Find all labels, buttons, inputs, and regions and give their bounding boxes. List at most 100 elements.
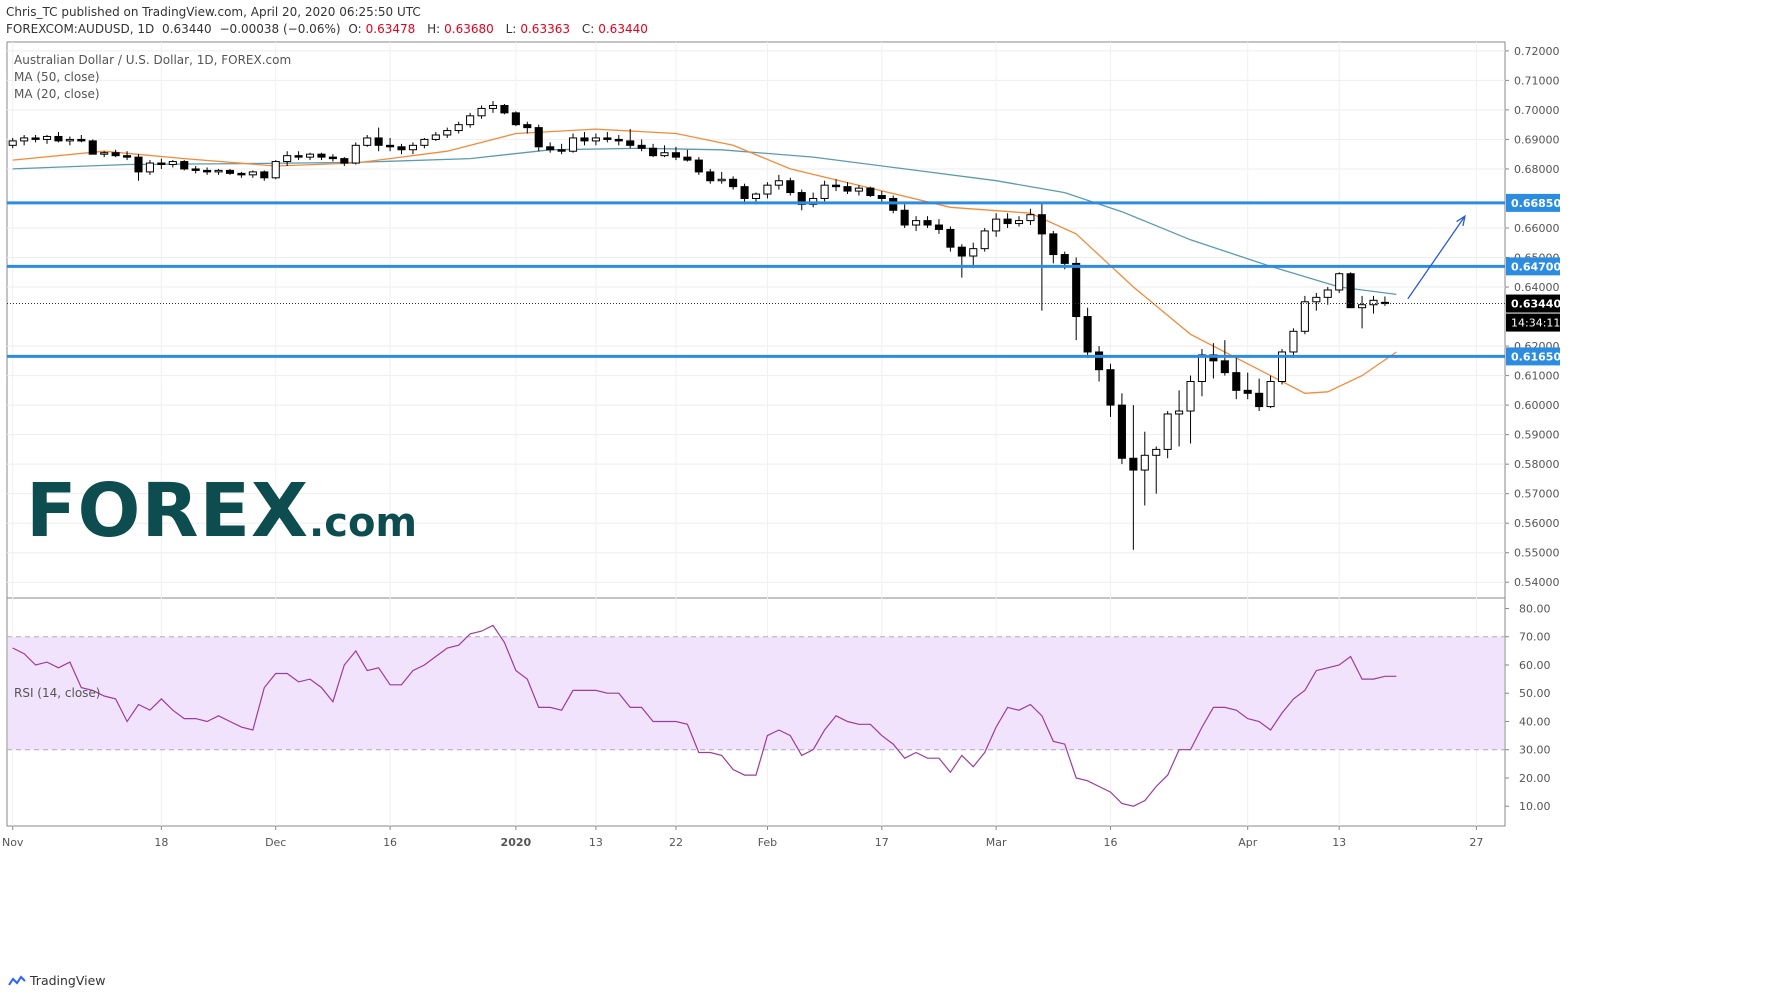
- candle: [1243, 372, 1252, 400]
- price-tick-label: 0.57000: [1514, 488, 1560, 501]
- candle: [637, 139, 646, 152]
- price-tick-label: 0.69000: [1514, 133, 1560, 146]
- ohlc-open: O: 0.63478: [348, 22, 416, 36]
- ma50-line: [12, 147, 1397, 296]
- candle-body: [1106, 369, 1115, 406]
- candle-body: [1095, 351, 1104, 371]
- candle-body: [1369, 299, 1378, 306]
- candle-body: [1323, 289, 1332, 298]
- candle-body: [8, 140, 17, 146]
- price-tick-label: 0.54000: [1514, 576, 1560, 589]
- candle: [957, 244, 966, 278]
- candle-body: [1197, 354, 1207, 382]
- candle-body: [397, 146, 406, 151]
- candle: [1289, 328, 1298, 358]
- candle: [900, 204, 909, 228]
- candle-body: [523, 124, 532, 129]
- price-tick-label: 0.68000: [1514, 163, 1560, 176]
- candle: [614, 134, 623, 146]
- time-tick-label: 13: [1332, 836, 1346, 849]
- candle: [8, 137, 17, 149]
- level-label: 0.61650: [1511, 350, 1561, 363]
- candle: [786, 177, 795, 196]
- candle: [1003, 213, 1012, 228]
- candle: [203, 167, 212, 175]
- time-tick-label: 27: [1469, 836, 1483, 849]
- candle: [305, 152, 315, 161]
- candle: [820, 180, 829, 202]
- candle: [317, 152, 326, 161]
- candle-body: [992, 218, 1001, 232]
- candle: [31, 134, 40, 143]
- ohlc-low: L: 0.63363: [505, 22, 570, 36]
- candle-body: [1243, 389, 1252, 394]
- candle-body: [1266, 380, 1275, 408]
- candle: [500, 103, 509, 115]
- candle: [946, 226, 955, 252]
- candle: [1266, 375, 1275, 409]
- candle: [1186, 375, 1195, 444]
- candle: [729, 176, 738, 190]
- candle: [580, 132, 589, 146]
- candle: [832, 179, 841, 192]
- level-label-bg: [1506, 193, 1560, 212]
- candle-body: [820, 184, 829, 199]
- candle: [454, 121, 463, 134]
- candle-body: [591, 137, 600, 142]
- candle-body: [1026, 214, 1035, 222]
- candle: [477, 105, 486, 119]
- candle-body: [168, 161, 177, 166]
- candle-body: [477, 107, 486, 117]
- candle-body: [614, 138, 623, 142]
- candle-body: [683, 156, 692, 161]
- candle: [912, 216, 921, 231]
- candle: [1312, 292, 1321, 311]
- candle-body: [729, 178, 738, 188]
- candle-body: [1083, 316, 1092, 353]
- candle: [1255, 378, 1264, 412]
- candle-body: [191, 168, 200, 171]
- logo-suffix: .com: [309, 500, 418, 546]
- candle: [237, 171, 246, 178]
- candle-body: [363, 137, 372, 146]
- candle-body: [900, 209, 909, 226]
- candle: [969, 242, 978, 268]
- candle-body: [386, 144, 395, 148]
- candle: [248, 170, 257, 178]
- candle-body: [603, 137, 612, 140]
- candle: [351, 142, 360, 165]
- candle-body: [340, 158, 349, 164]
- logo-main: FOREX: [26, 468, 310, 554]
- candle-body: [763, 184, 772, 195]
- candle-body: [317, 153, 326, 158]
- candle-body: [145, 162, 154, 173]
- candle-body: [1232, 372, 1241, 391]
- candle-body: [568, 137, 578, 152]
- candle: [443, 127, 452, 138]
- candle: [1037, 202, 1046, 311]
- forex-logo: FOREX.com: [26, 468, 417, 554]
- rsi-tick-label: 20.00: [1519, 772, 1551, 785]
- candle-body: [923, 220, 932, 226]
- candle: [877, 191, 886, 202]
- candle-body: [1072, 262, 1081, 318]
- last-price-label-bg: [1506, 294, 1560, 313]
- candle: [694, 157, 703, 175]
- legend-ma20: MA (20, close): [14, 87, 100, 101]
- candle: [603, 132, 612, 143]
- candle: [1026, 208, 1035, 226]
- candle: [866, 186, 875, 197]
- candle: [408, 142, 417, 155]
- price-tick-label: 0.66000: [1514, 222, 1560, 235]
- candle: [706, 168, 715, 184]
- last-price-label: 0.63440: [1511, 298, 1561, 311]
- legend-title: Australian Dollar / U.S. Dollar, 1D, FOR…: [14, 53, 292, 67]
- candle: [294, 151, 303, 161]
- chart-header: Chris_TC published on TradingView.com, A…: [6, 4, 656, 38]
- candle-body: [877, 195, 886, 199]
- candle-body: [1014, 220, 1024, 225]
- ohlc-high: H: 0.63680: [427, 22, 494, 36]
- time-tick-label: 22: [669, 836, 683, 849]
- candle-body: [1060, 254, 1069, 264]
